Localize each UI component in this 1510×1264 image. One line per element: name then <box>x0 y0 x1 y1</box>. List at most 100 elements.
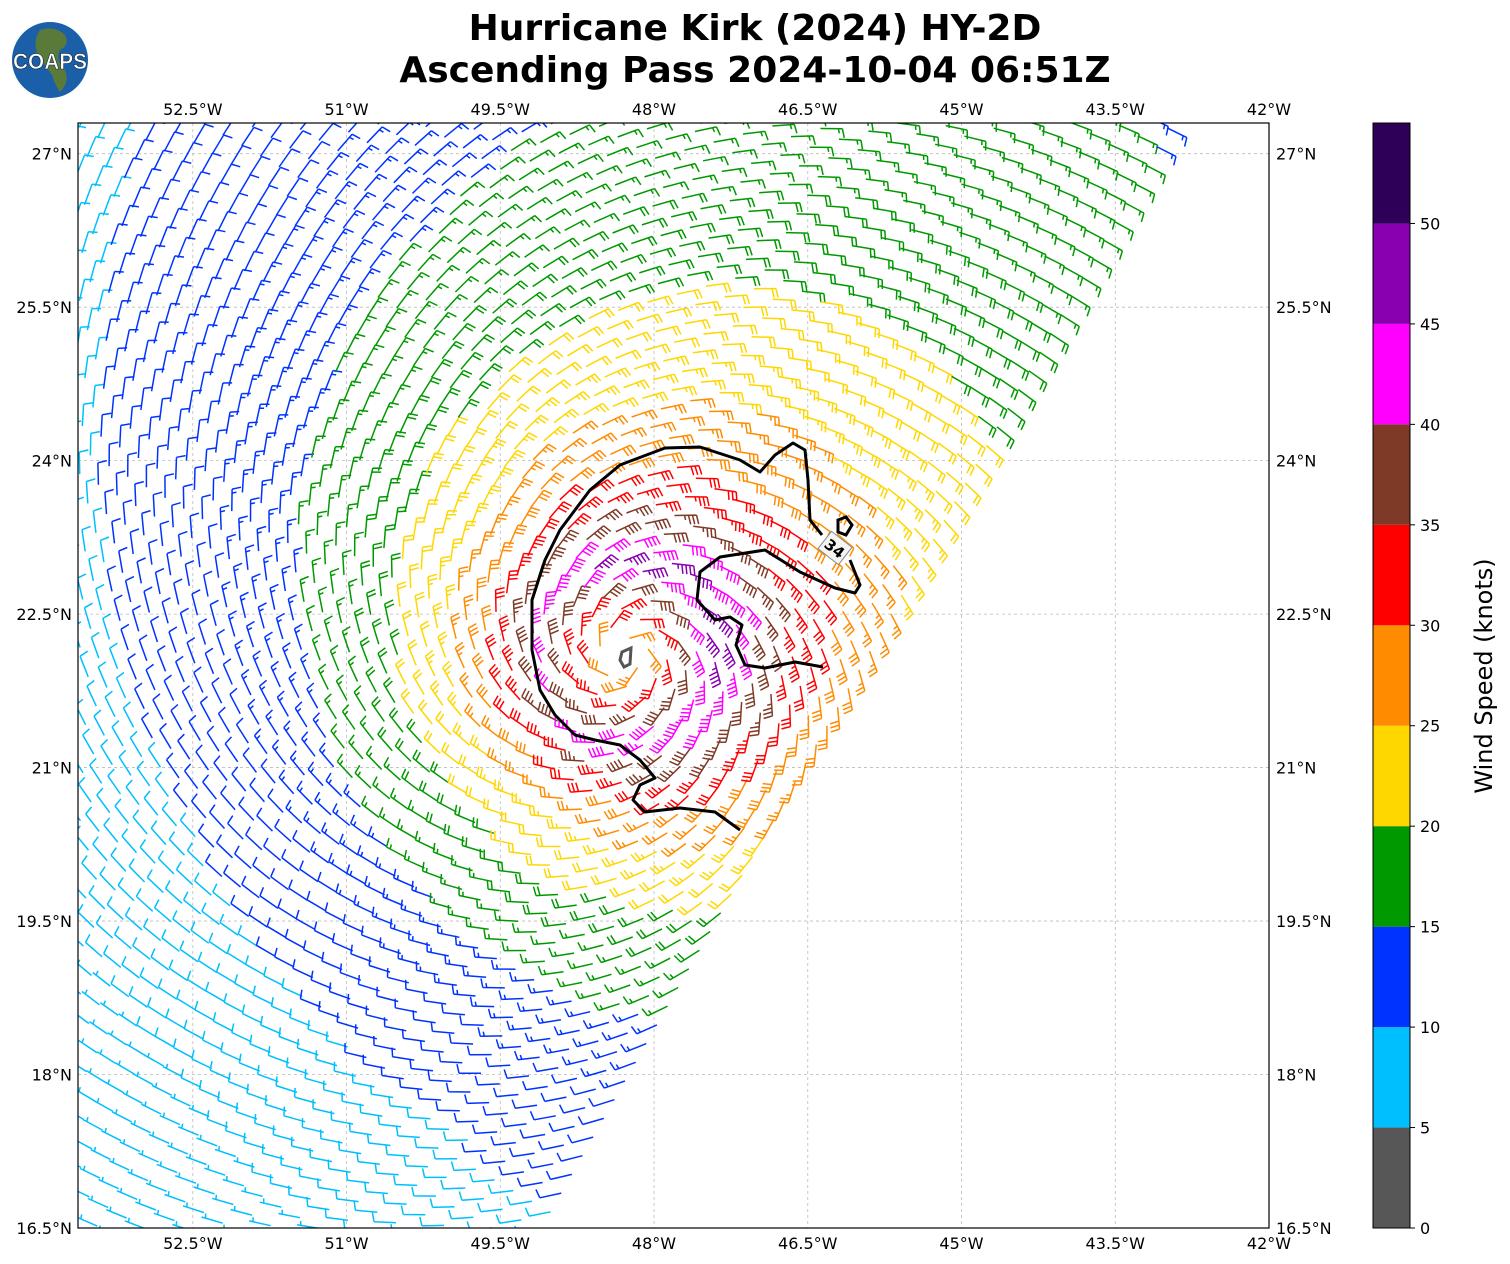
wind-barb <box>695 300 722 312</box>
wind-barb <box>860 447 882 469</box>
wind-barb <box>996 252 1018 272</box>
wind-barb <box>275 1076 298 1094</box>
colorbar-tick-label: 25 <box>1420 717 1440 736</box>
wind-barb <box>844 389 867 407</box>
wind-barb <box>809 146 835 157</box>
wind-barb <box>143 586 153 613</box>
wind-barb <box>752 635 766 662</box>
wind-barb <box>464 702 481 728</box>
wind-barb <box>844 215 869 229</box>
wind-barb <box>222 287 241 309</box>
wind-barb <box>155 273 173 296</box>
wind-barb <box>296 780 313 805</box>
wind-barb <box>409 563 420 589</box>
wind-barb <box>560 750 585 762</box>
wind-barb <box>382 1193 407 1205</box>
wind-barb <box>147 244 166 267</box>
wind-barb <box>561 880 588 891</box>
wind-barb <box>232 562 243 589</box>
wind-barb <box>770 520 791 540</box>
wind-barb <box>420 545 432 570</box>
wind-barb <box>668 259 695 270</box>
wind-barb <box>897 295 920 313</box>
wind-barb <box>179 812 196 838</box>
wind-barb <box>422 159 448 176</box>
wind-barb <box>153 149 173 171</box>
wind-barb <box>171 501 181 528</box>
wind-barb <box>688 757 711 778</box>
wind-barb <box>163 131 184 152</box>
wind-barb <box>97 459 107 485</box>
wind-barb <box>193 666 204 693</box>
wind-barb <box>166 255 185 277</box>
wind-barb <box>695 477 721 489</box>
wind-barb <box>270 867 290 891</box>
wind-barb <box>317 586 328 613</box>
wind-barb <box>297 159 320 179</box>
wind-barb <box>500 495 521 517</box>
wind-barb <box>780 153 806 164</box>
wind-barb <box>122 1090 143 1104</box>
wind-barb <box>716 613 734 639</box>
wind-barb <box>129 233 147 256</box>
wind-barb <box>1076 199 1098 219</box>
wind-barb <box>884 535 902 561</box>
wind-barb <box>644 169 671 179</box>
wind-barb <box>603 984 631 994</box>
wind-barb <box>304 1069 327 1086</box>
wind-barb <box>553 849 580 860</box>
wind-barb <box>93 709 105 736</box>
wind-barb <box>164 473 175 498</box>
wind-barb <box>119 1139 141 1153</box>
wind-barb <box>693 525 717 539</box>
svg-text:COAPS: COAPS <box>13 49 87 74</box>
wind-barb <box>991 123 998 132</box>
wind-barb <box>842 610 855 637</box>
wind-barb <box>78 959 92 976</box>
wind-barb <box>509 707 529 730</box>
lon-label-top: 42°W <box>1247 100 1291 119</box>
wind-barb <box>642 707 665 726</box>
wind-barb <box>1039 351 1059 374</box>
wind-barb <box>980 367 1001 389</box>
wind-barb <box>124 328 139 352</box>
wind-barb <box>857 322 881 339</box>
wind-barb <box>457 566 469 591</box>
wind-barb <box>328 982 351 1000</box>
wind-barb <box>104 690 116 718</box>
wind-barb <box>625 946 652 958</box>
wind-barb <box>582 230 610 242</box>
wind-barb <box>535 1014 562 1024</box>
wind-barb <box>867 123 874 131</box>
lat-label-left: 25.5°N <box>16 298 72 317</box>
wind-barb <box>535 837 561 848</box>
wind-barb <box>231 486 242 512</box>
wind-barb <box>575 373 602 386</box>
wind-barb <box>756 586 775 611</box>
wind-barb <box>234 974 255 995</box>
wind-barb <box>505 232 532 248</box>
wind-barb <box>486 221 513 237</box>
wind-barb <box>580 449 607 464</box>
wind-barb <box>78 825 90 851</box>
wind-barb <box>985 271 1007 291</box>
wind-barb <box>400 1205 426 1216</box>
wind-barb <box>903 546 919 572</box>
wind-barb <box>595 777 622 790</box>
wind-barb <box>56 949 73 965</box>
wind-barb <box>283 720 297 747</box>
wind-barb <box>129 730 143 758</box>
lat-label-right: 27°N <box>1276 145 1316 164</box>
wind-barb <box>245 826 263 851</box>
wind-barb <box>332 803 351 827</box>
wind-barb <box>425 452 445 474</box>
wind-barb <box>377 278 400 298</box>
wind-barb <box>246 374 263 397</box>
colorbar-segment <box>1373 123 1410 224</box>
wind-barb <box>529 935 556 946</box>
wind-barb <box>436 923 460 939</box>
wind-barb <box>653 550 679 561</box>
wind-barb <box>543 426 569 442</box>
wind-barb <box>81 989 100 1006</box>
wind-barb <box>248 906 268 928</box>
